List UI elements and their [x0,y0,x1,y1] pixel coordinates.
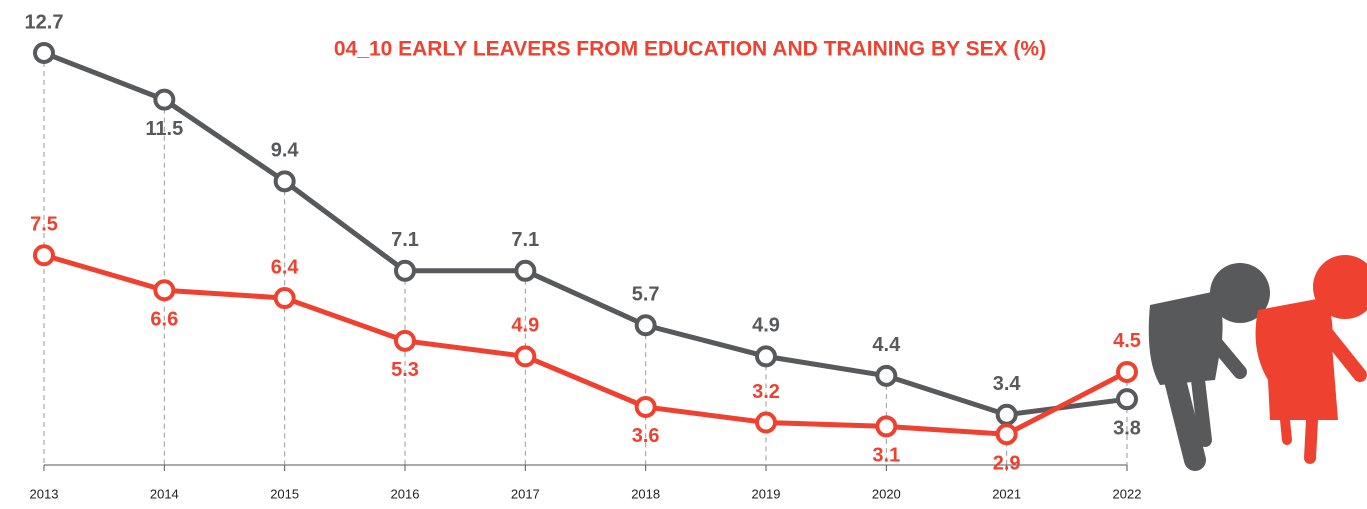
point [396,262,414,280]
value-label: 9.4 [271,140,300,162]
point [998,425,1016,443]
value-label: 5.7 [632,284,660,306]
point [516,347,534,365]
point [276,172,294,190]
point [276,289,294,307]
value-label: 3.8 [1113,417,1141,439]
x-tick-label: 2020 [872,486,901,501]
point [757,414,775,432]
value-label: 7.1 [391,229,419,251]
series-line [44,255,1127,434]
x-tick-label: 2013 [30,486,59,501]
x-tick-label: 2017 [511,486,540,501]
value-label: 4.9 [752,315,780,337]
point [516,262,534,280]
series-line [44,53,1127,415]
point [877,417,895,435]
value-label: 12.7 [25,11,64,33]
value-label: 3.6 [632,425,660,447]
x-tick-label: 2019 [752,486,781,501]
value-label: 4.4 [872,334,901,356]
value-label: 4.9 [511,315,539,337]
value-label: 7.5 [30,214,58,236]
point [637,398,655,416]
value-label: 11.5 [145,118,183,140]
value-label: 2.9 [993,452,1021,474]
point [155,91,173,109]
point [1118,390,1136,408]
value-label: 7.1 [511,229,539,251]
value-label: 6.6 [150,309,178,331]
point [155,281,173,299]
children-illustration [1149,255,1367,460]
chart: 04_10 EARLY LEAVERS FROM EDUCATION AND T… [0,0,1367,509]
point [396,332,414,350]
point [877,367,895,385]
value-label: 4.5 [1113,330,1141,352]
point [1118,363,1136,381]
point [757,347,775,365]
chart-title: 04_10 EARLY LEAVERS FROM EDUCATION AND T… [334,38,1046,61]
point [35,246,53,264]
point [998,406,1016,424]
x-tick-label: 2016 [391,486,420,501]
x-tick-label: 2014 [150,486,179,501]
value-label: 5.3 [391,359,419,381]
x-tick-label: 2018 [631,486,660,501]
x-tick-label: 2021 [992,486,1021,501]
value-label: 6.4 [271,256,300,278]
value-label: 3.1 [872,445,900,467]
x-tick-label: 2022 [1113,486,1142,501]
point [35,44,53,62]
value-label: 3.4 [993,373,1022,395]
value-label: 3.2 [752,381,780,403]
x-tick-label: 2015 [270,486,299,501]
point [637,316,655,334]
